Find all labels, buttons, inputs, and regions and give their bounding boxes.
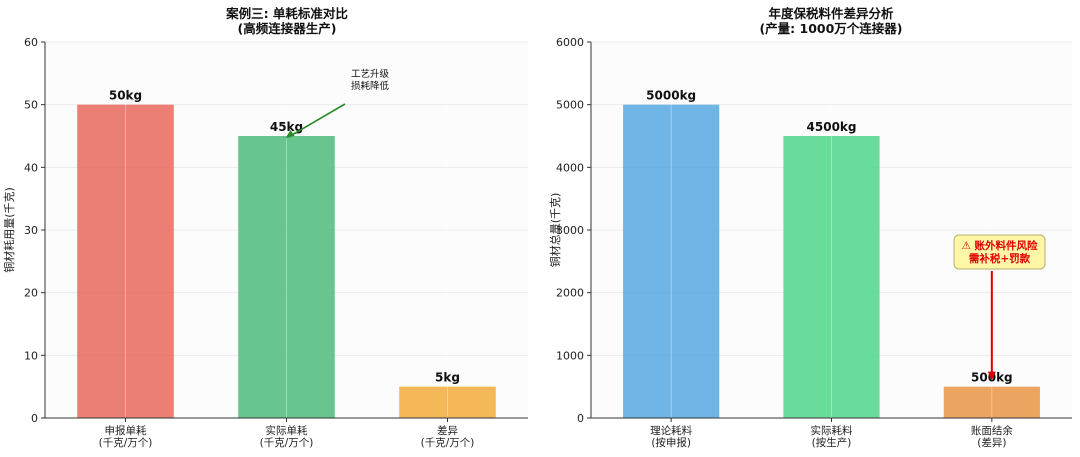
x-tick-label: 差异 (437, 424, 458, 437)
x-tick-label: (千克/万个) (260, 437, 314, 449)
y-tick-label: 20 (24, 287, 38, 300)
annotation-arrow (288, 103, 346, 138)
annotation-arrowhead (987, 371, 996, 381)
y-tick-label: 4000 (556, 161, 584, 174)
y-tick-label: 50 (24, 99, 38, 112)
y-tick-label: 40 (24, 161, 38, 174)
y-tick-label: 10 (24, 349, 38, 362)
annotation-arrowhead (285, 130, 295, 138)
bar-1 (623, 104, 720, 419)
bar-value-label: 5kg (435, 371, 460, 385)
x-tick-label: (千克/万个) (421, 437, 475, 449)
x-tick-label: 理论耗料 (650, 424, 692, 437)
bar-3 (943, 386, 1040, 418)
annotation-text: 损耗降低 (351, 80, 390, 92)
x-tick-label: 实际耗料 (811, 424, 853, 437)
y-tick-label: 0 (577, 412, 584, 425)
annotation-text: 需补税+罚款 (969, 252, 1031, 265)
bar-2 (238, 136, 335, 418)
chart-title: (产量: 1000万个连接器) (759, 21, 902, 36)
annotation-text: 工艺升级 (351, 68, 390, 80)
chart-title: 案例三: 单耗标准对比 (225, 6, 348, 21)
annotation-text: ⚠ 账外料件风险 (961, 239, 1038, 252)
y-tick-label: 2000 (556, 287, 584, 300)
x-tick-label: 申报单耗 (105, 424, 147, 437)
y-tick-label: 5000 (556, 99, 584, 112)
x-tick-label: (按申报) (651, 436, 691, 449)
y-tick-label: 6000 (556, 36, 584, 49)
bar-value-label: 5000kg (646, 89, 696, 103)
x-tick-label: (按生产) (812, 436, 852, 449)
chart-title: 年度保税料件差异分析 (768, 6, 894, 21)
chart-title: (高频连接器生产) (238, 21, 337, 36)
annotation-box (953, 234, 1046, 270)
bar-3 (399, 386, 496, 418)
x-tick-label: (千克/万个) (99, 437, 153, 449)
bar-value-label: 4500kg (807, 120, 857, 134)
y-tick-label: 3000 (556, 224, 584, 237)
x-tick-label: 账面结余 (971, 424, 1013, 437)
chart-panel-2: 0 1000 2000 3000 4000 5000 6000 5000kg 理论耗料(按申报)… (548, 6, 1072, 449)
bar-2 (783, 136, 880, 418)
y-tick-label: 60 (24, 36, 38, 49)
bar-value-label: 50kg (109, 89, 142, 103)
y-tick-label: 1000 (556, 349, 584, 362)
chart-panel-1: 010203040506050kg申报单耗(千克/万个)45kg实际单耗(千克/… (2, 6, 528, 449)
x-tick-label: (差异) (977, 436, 1006, 449)
bar-value-label: 45kg (270, 120, 303, 134)
y-tick-label: 0 (31, 412, 38, 425)
y-tick-label: 30 (24, 224, 38, 237)
x-tick-label: 实际单耗 (266, 424, 308, 437)
bar-1 (77, 104, 174, 419)
y-axis-label: 铜材总量(千克) (548, 193, 562, 268)
y-axis-label: 铜材耗用量(千克) (2, 187, 16, 273)
